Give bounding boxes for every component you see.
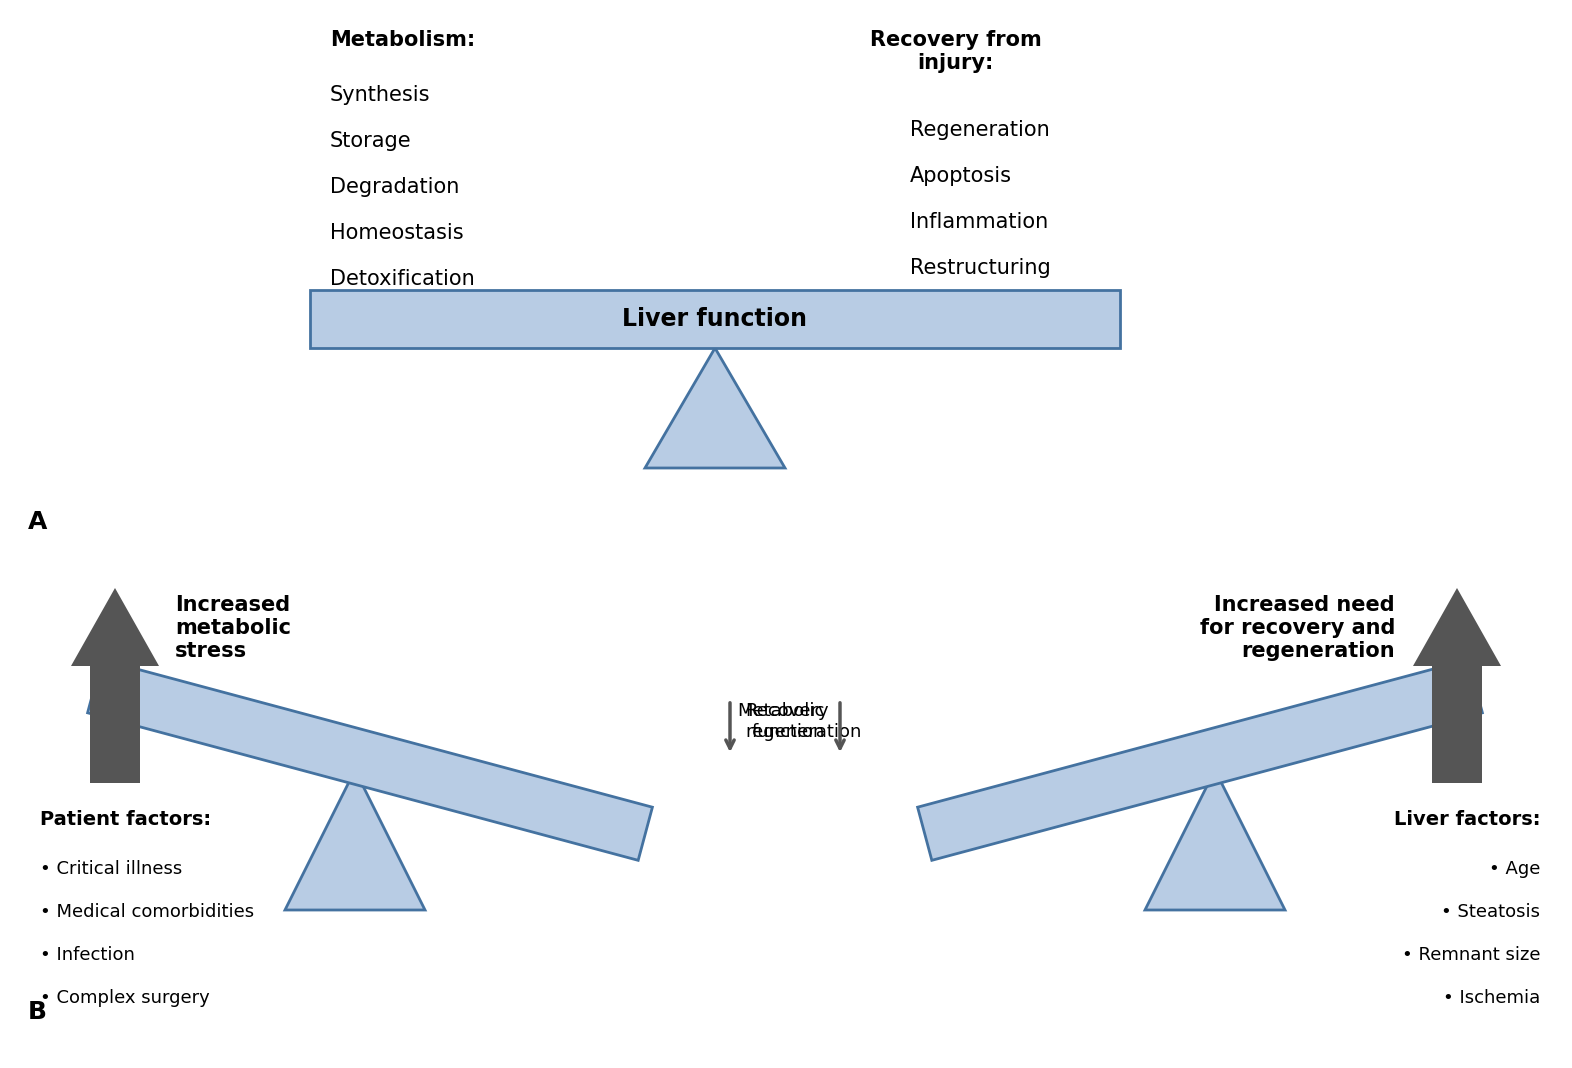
Text: Storage: Storage bbox=[330, 131, 412, 151]
Text: • Infection: • Infection bbox=[39, 946, 135, 964]
Text: Liver function: Liver function bbox=[623, 307, 808, 331]
Text: • Critical illness: • Critical illness bbox=[39, 860, 182, 878]
Text: Recovery
regeneration: Recovery regeneration bbox=[745, 702, 861, 741]
Text: Increased need
for recovery and
regeneration: Increased need for recovery and regenera… bbox=[1199, 595, 1394, 661]
Text: Regeneration: Regeneration bbox=[910, 120, 1050, 140]
Text: Liver factors:: Liver factors: bbox=[1393, 810, 1541, 829]
Text: Recovery from
injury:: Recovery from injury: bbox=[869, 30, 1042, 74]
Text: Restructuring: Restructuring bbox=[910, 258, 1050, 278]
Polygon shape bbox=[645, 348, 784, 468]
Text: • Medical comorbidities: • Medical comorbidities bbox=[39, 904, 255, 921]
Text: • Age: • Age bbox=[1489, 860, 1541, 878]
Text: • Remnant size: • Remnant size bbox=[1402, 946, 1541, 964]
Text: • Steatosis: • Steatosis bbox=[1442, 904, 1541, 921]
Text: Detoxification: Detoxification bbox=[330, 269, 475, 289]
Polygon shape bbox=[918, 660, 1482, 861]
Text: Synthesis: Synthesis bbox=[330, 85, 431, 105]
Text: A: A bbox=[28, 511, 47, 534]
Polygon shape bbox=[71, 588, 159, 783]
Text: Homeostasis: Homeostasis bbox=[330, 223, 464, 244]
Text: Apoptosis: Apoptosis bbox=[910, 166, 1012, 186]
Text: Degradation: Degradation bbox=[330, 177, 459, 197]
Polygon shape bbox=[285, 770, 424, 910]
Text: Patient factors:: Patient factors: bbox=[39, 810, 211, 829]
Text: • Ischemia: • Ischemia bbox=[1443, 989, 1541, 1007]
Text: • Complex surgery: • Complex surgery bbox=[39, 989, 209, 1007]
Polygon shape bbox=[88, 660, 652, 861]
Text: Increased
metabolic
stress: Increased metabolic stress bbox=[174, 595, 291, 661]
Text: Metabolism:: Metabolism: bbox=[330, 30, 475, 50]
Bar bbox=[310, 290, 1119, 348]
Text: Metabolic
function: Metabolic function bbox=[737, 702, 825, 741]
Text: Inflammation: Inflammation bbox=[910, 213, 1049, 232]
Polygon shape bbox=[1144, 770, 1284, 910]
Polygon shape bbox=[1413, 588, 1501, 783]
Text: B: B bbox=[28, 1000, 47, 1024]
